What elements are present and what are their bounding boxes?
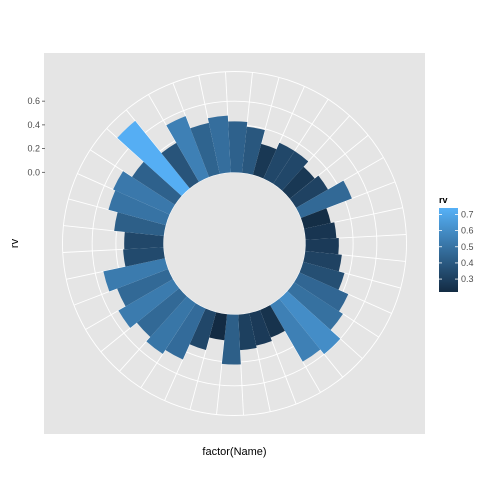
bar [190, 122, 220, 178]
legend-ticks: 0.3 0.4 0.5 0.6 0.7 [439, 209, 474, 284]
bars [103, 115, 352, 365]
bar [238, 313, 257, 351]
y-axis: 0.0 0.2 0.4 0.6 [27, 96, 45, 177]
bar [117, 269, 173, 307]
bar [299, 261, 345, 290]
bar [108, 190, 170, 226]
legend-tick-label: 0.4 [461, 258, 474, 268]
bar [117, 120, 190, 196]
bar [207, 115, 231, 174]
bar [209, 312, 228, 341]
bar [189, 308, 217, 351]
y-tick-label: 0.2 [27, 144, 40, 154]
y-tick-label: 0.0 [27, 167, 40, 177]
bar [260, 305, 285, 338]
legend-tick-label: 0.7 [461, 209, 474, 219]
bar [161, 142, 199, 189]
y-tick-label: 0.6 [27, 96, 40, 106]
y-axis-title: rv [9, 238, 21, 248]
plot-panel [44, 53, 425, 434]
bar [241, 126, 265, 175]
grid-circle [62, 71, 407, 416]
bar [114, 212, 166, 237]
bar [270, 298, 321, 362]
bar [132, 161, 182, 205]
bar [221, 314, 241, 365]
bar [300, 208, 331, 229]
grid-circle [91, 100, 378, 387]
bar [287, 282, 343, 331]
legend-colorbar [439, 208, 458, 292]
legend: rv 0.3 0.4 0.5 0.6 0.7 [439, 195, 474, 292]
bar [279, 291, 341, 355]
bar [165, 303, 206, 360]
bar [124, 231, 164, 250]
legend-title: rv [439, 195, 448, 205]
x-axis-title: factor(Name) [202, 446, 266, 458]
bar [252, 143, 277, 179]
bar [296, 180, 352, 218]
bar [118, 279, 180, 328]
y-tick-label: 0.4 [27, 120, 40, 130]
bar [282, 166, 315, 199]
bar [249, 309, 272, 346]
bar [303, 250, 342, 272]
bar [273, 150, 309, 191]
bar [304, 222, 337, 240]
bar [289, 175, 328, 208]
legend-tick-label: 0.5 [461, 242, 474, 252]
bar [305, 238, 339, 255]
grid-spoke [299, 272, 392, 314]
bar [263, 142, 295, 184]
bar [113, 171, 175, 215]
bar [146, 296, 196, 354]
legend-tick-label: 0.6 [461, 226, 474, 236]
bar [228, 121, 248, 173]
bar [123, 247, 165, 267]
bar [103, 258, 169, 292]
bar [136, 288, 187, 337]
bar [294, 272, 349, 312]
bar [166, 116, 209, 182]
legend-tick-label: 0.3 [461, 274, 474, 284]
